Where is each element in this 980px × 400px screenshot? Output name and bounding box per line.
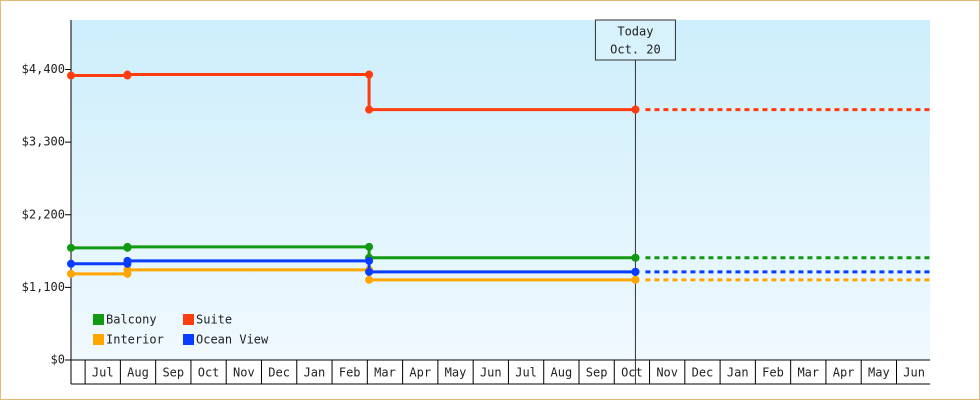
legend-label: Balcony — [106, 313, 157, 327]
point-marker — [67, 269, 75, 278]
point-marker — [365, 105, 374, 114]
x-tick-label: Jun — [903, 366, 925, 380]
point-marker — [67, 259, 75, 268]
x-tick-label: Feb — [339, 366, 361, 380]
x-tick-label: Feb — [762, 366, 784, 380]
point-marker — [631, 275, 640, 284]
point-marker — [123, 256, 132, 265]
x-tick-label: Jan — [304, 366, 326, 380]
point-marker — [123, 265, 132, 274]
point-marker — [123, 242, 132, 251]
x-tick-label: May — [445, 366, 467, 380]
x-tick-label: May — [868, 366, 890, 380]
series-line — [71, 259, 636, 274]
today-label: Oct. 20 — [610, 43, 661, 57]
legend-swatch — [183, 314, 194, 325]
x-tick-label: Apr — [833, 366, 855, 380]
legend-label: Ocean View — [196, 333, 269, 347]
series-line — [71, 268, 636, 282]
point-marker — [631, 267, 640, 276]
x-tick-label: Apr — [409, 366, 431, 380]
x-tick-label: Jul — [515, 366, 537, 380]
y-tick-label: $0 — [51, 353, 65, 367]
x-tick-label: Sep — [586, 366, 608, 380]
step-marker — [365, 242, 374, 251]
x-tick-label: Jul — [92, 366, 114, 380]
point-marker — [631, 253, 640, 262]
x-tick-label: Jun — [480, 366, 502, 380]
x-tick-label: Nov — [656, 366, 678, 380]
x-tick-label: Mar — [374, 366, 396, 380]
x-tick-label: Nov — [233, 366, 255, 380]
x-tick-label: Dec — [268, 366, 290, 380]
y-tick-label: $2,200 — [22, 207, 65, 221]
today-box — [594, 19, 676, 61]
x-tick-label: Aug — [127, 366, 149, 380]
x-tick-label: Sep — [162, 366, 184, 380]
x-tick-label: Mar — [797, 366, 819, 380]
legend-swatch — [93, 314, 104, 325]
x-tick-label: Dec — [692, 366, 714, 380]
step-marker — [365, 70, 374, 79]
point-marker — [365, 267, 374, 276]
today-label: Today — [617, 25, 653, 39]
point-marker — [67, 71, 75, 80]
x-tick-label: Oct — [198, 366, 220, 380]
legend-label: Interior — [106, 333, 164, 347]
x-tick-label: Aug — [551, 366, 573, 380]
y-tick-label: $4,400 — [22, 62, 65, 76]
point-marker — [67, 243, 75, 252]
legend-swatch — [183, 334, 194, 345]
point-marker — [631, 105, 640, 114]
plot-area — [71, 20, 930, 360]
point-marker — [365, 275, 374, 284]
x-tick-label: Jan — [727, 366, 749, 380]
legend-swatch — [93, 334, 104, 345]
x-tick-label: Oct — [621, 366, 643, 380]
series-line — [71, 73, 636, 112]
step-marker — [365, 256, 374, 265]
y-tick-label: $1,100 — [22, 280, 65, 294]
legend-label: Suite — [196, 313, 232, 327]
point-marker — [123, 70, 132, 79]
series-line — [71, 245, 636, 260]
y-tick-label: $3,300 — [22, 135, 65, 149]
